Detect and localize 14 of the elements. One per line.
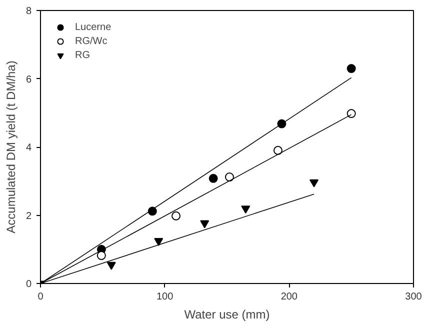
y-tick-label: 2 xyxy=(26,210,32,222)
x-tick-label: 100 xyxy=(156,292,174,302)
x-axis-title: Water use (mm) xyxy=(184,308,270,322)
x-tick-label: 0 xyxy=(38,292,44,302)
legend-label: RG/Wc xyxy=(75,34,108,48)
legend-label: RG xyxy=(75,48,91,62)
y-tick-label: 8 xyxy=(26,6,32,17)
x-tick-label: 300 xyxy=(405,292,422,302)
y-tick-label: 6 xyxy=(26,74,32,86)
y-tick-label: 0 xyxy=(26,279,32,290)
y-tick-label: 4 xyxy=(26,142,32,154)
y-axis-title: Accumulated DM yield (t DM/ha) xyxy=(4,60,18,234)
x-tick-label: 200 xyxy=(280,292,298,302)
legend-label: Lucerne xyxy=(75,20,112,34)
